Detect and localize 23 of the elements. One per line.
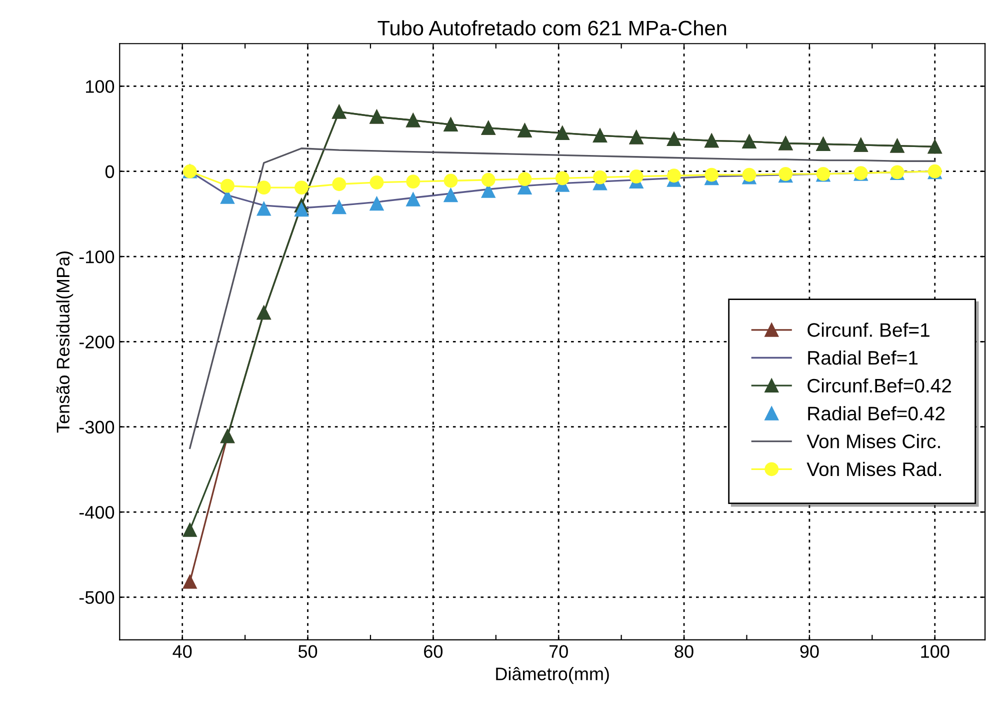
chart-title: Tubo Autofretado com 621 MPa-Chen	[378, 20, 726, 36]
y-axis-title: Tensão Residual(MPa)	[56, 251, 74, 433]
legend-label: Von Mises Rad.	[806, 462, 942, 476]
legend-label: Circunf.Bef=0.42	[808, 378, 952, 393]
x-tick-label: 80	[674, 645, 694, 658]
legend-label: Von Mises Circ.	[806, 434, 940, 448]
y-tick-label: -500	[79, 591, 114, 604]
x-tick-label: 100	[921, 645, 950, 658]
y-tick-label: -200	[79, 336, 114, 348]
x-tick-label: 70	[549, 645, 568, 658]
x-tick-label: 50	[298, 645, 318, 658]
y-tick-label: -300	[79, 420, 114, 434]
legend-label: Radial Bef=0.42	[808, 406, 945, 420]
y-tick-label: 100	[86, 80, 114, 93]
x-tick-label: 40	[172, 645, 192, 658]
legend-label: Circunf. Bef=1	[808, 322, 930, 337]
x-tick-label: 60	[424, 645, 443, 658]
x-tick-label: 90	[800, 645, 819, 658]
y-tick-label: -400	[79, 506, 114, 519]
y-tick-label: 0	[105, 165, 114, 178]
y-tick-label: -100	[79, 250, 114, 264]
x-axis-title: Diâmetro(mm)	[496, 667, 609, 684]
legend-label: Radial Bef=1	[808, 350, 918, 365]
